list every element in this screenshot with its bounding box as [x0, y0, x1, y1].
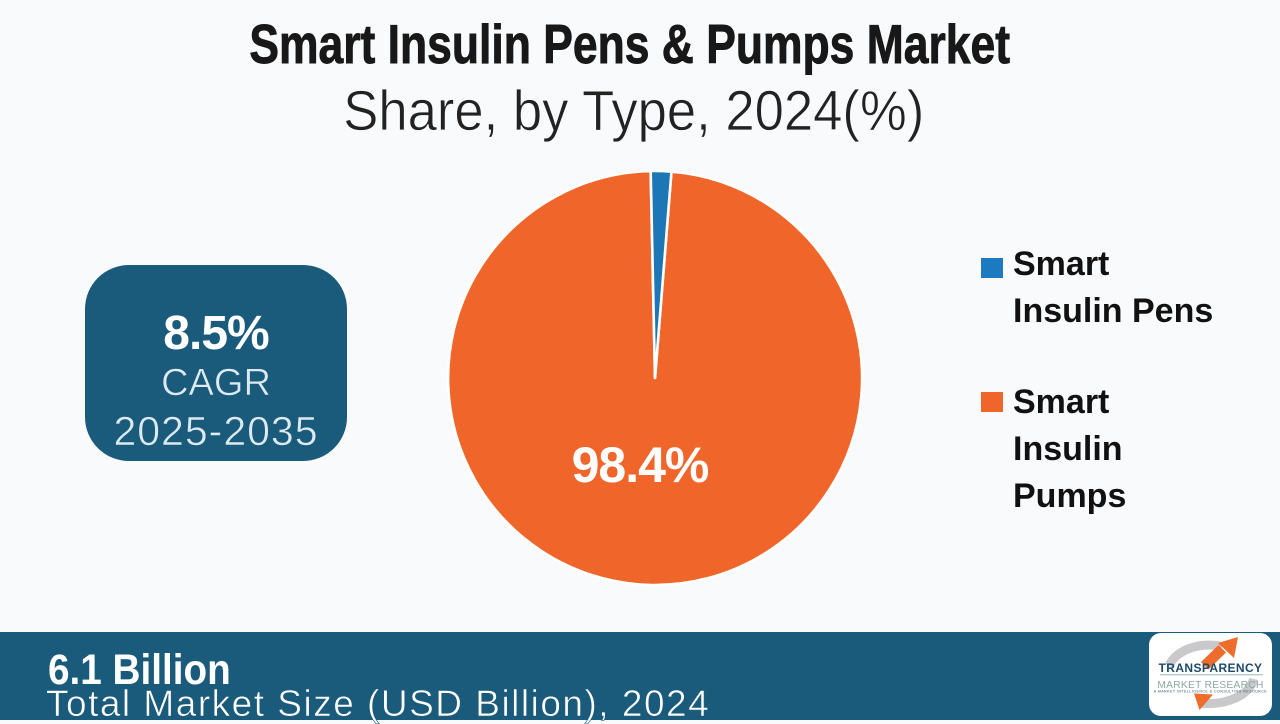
svg-text:MARKET RESEARCH: MARKET RESEARCH	[1157, 680, 1263, 691]
svg-text:A MARKET INTELLIGENCE & CONSUL: A MARKET INTELLIGENCE & CONSULTING RESOU…	[1154, 690, 1268, 694]
svg-text:TRANSPARENCY: TRANSPARENCY	[1159, 661, 1263, 675]
